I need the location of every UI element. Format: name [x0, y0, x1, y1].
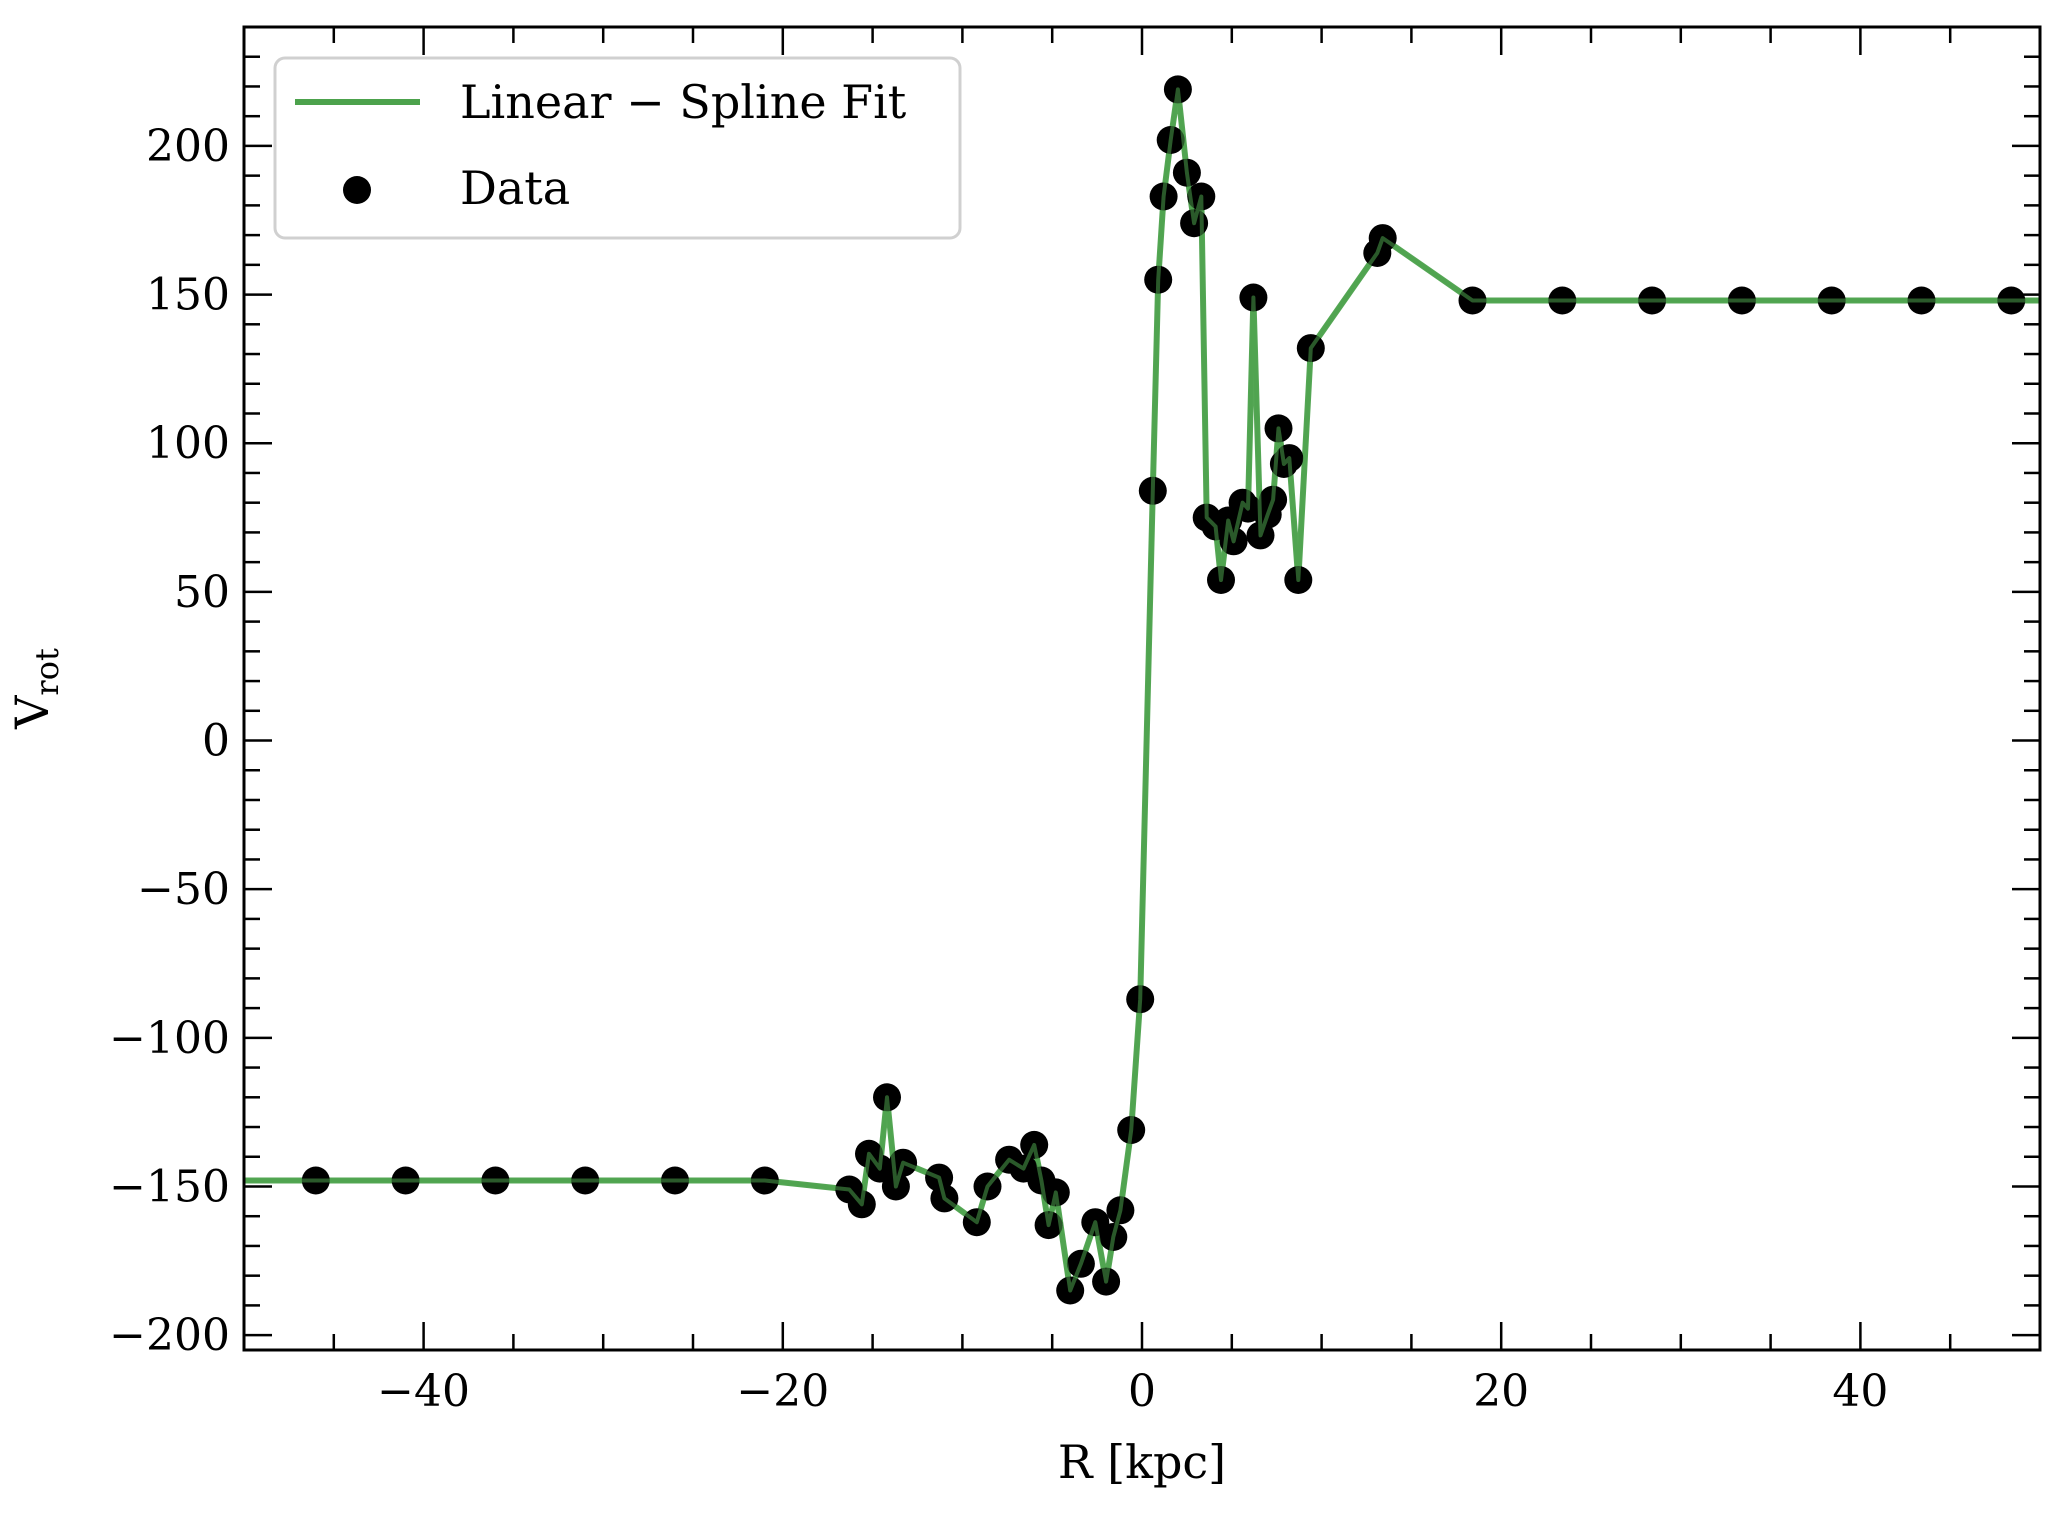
x-tick-label: 20: [1473, 1366, 1529, 1417]
plot-area: [244, 75, 2040, 1305]
y-tick-label: −150: [109, 1161, 230, 1212]
fit-line: [244, 86, 2040, 1294]
y-tick-label: 50: [174, 567, 230, 618]
x-tick-label: 0: [1128, 1366, 1156, 1417]
y-tick-label: 200: [146, 121, 230, 172]
x-axis-label: R [kpc]: [1058, 1435, 1226, 1489]
fit-line-overlay: [244, 87, 2040, 1293]
x-tick-label: −40: [377, 1366, 470, 1417]
y-axis-label: Vrot: [5, 648, 66, 730]
legend-label-data: Data: [460, 161, 570, 215]
y-tick-label: −100: [109, 1013, 230, 1064]
x-tick-label: 40: [1832, 1366, 1888, 1417]
y-tick-label: 100: [146, 418, 230, 469]
y-axis-label-subscript: rot: [28, 648, 66, 696]
legend-box: [273, 56, 962, 240]
y-tick-label: 150: [146, 270, 230, 321]
svg-text:Vrot: Vrot: [5, 648, 66, 730]
x-tick-label: −20: [736, 1366, 829, 1417]
legend-label-fit: Linear − Spline Fit: [460, 75, 907, 129]
y-tick-label: −200: [109, 1310, 230, 1361]
legend-dot-swatch: [343, 176, 371, 204]
y-tick-label: −50: [137, 864, 230, 915]
plot-frame: [242, 25, 2042, 1352]
legend: Linear − Spline Fit Data: [273, 56, 962, 240]
y-tick-label: 0: [202, 716, 230, 767]
y-axis-label-main: V: [5, 695, 59, 730]
